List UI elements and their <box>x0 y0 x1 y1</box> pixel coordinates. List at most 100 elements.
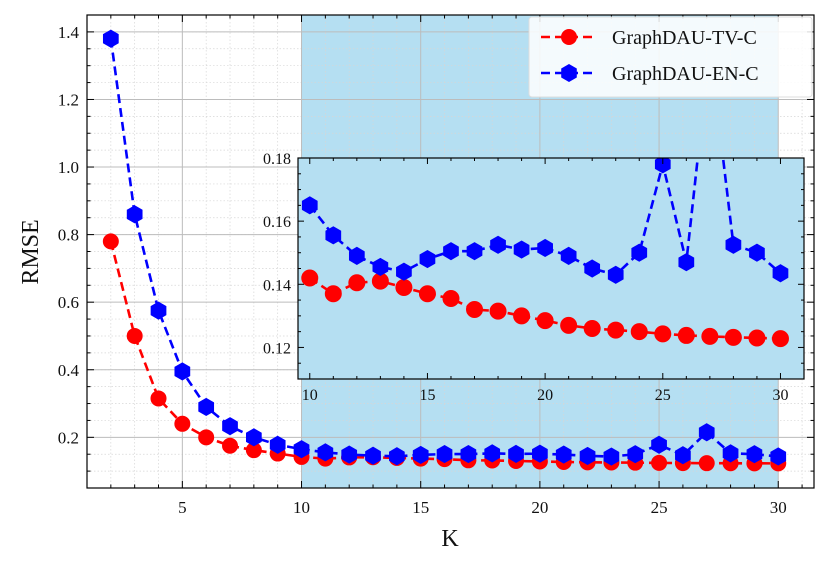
inset-point-en <box>325 226 342 245</box>
legend: GraphDAU-TV-C GraphDAU-EN-C <box>528 16 813 98</box>
point-tv <box>698 455 715 472</box>
inset-point-tv <box>395 278 413 296</box>
inset-point-en <box>348 246 365 265</box>
point-en <box>746 445 763 464</box>
inset-plot: 10 15 20 25 30 0.12 0.14 0.16 0.18 <box>263 151 805 404</box>
x-tick-label: 30 <box>770 498 787 517</box>
point-en <box>484 444 501 463</box>
point-en <box>102 29 119 48</box>
inset-point-tv <box>724 328 742 346</box>
inset-x-tick-label: 10 <box>302 387 318 404</box>
inset-point-en <box>584 259 601 278</box>
point-en <box>269 435 286 454</box>
inset-point-tv <box>466 301 484 319</box>
y-tick-label: 1.0 <box>58 158 79 177</box>
point-en <box>126 205 143 224</box>
inset-point-tv <box>348 274 366 292</box>
point-en <box>317 443 334 462</box>
y-tick-label: 0.6 <box>58 293 79 312</box>
point-en <box>603 447 620 466</box>
inset-point-tv <box>771 330 789 348</box>
legend-label-en: GraphDAU-EN-C <box>612 63 759 85</box>
inset-point-en <box>772 264 789 283</box>
point-en <box>341 445 358 464</box>
inset-point-tv <box>654 325 672 343</box>
point-en <box>293 440 310 459</box>
x-tick-label: 25 <box>651 498 668 517</box>
point-tv <box>651 454 668 471</box>
inset-x-tick-label: 15 <box>419 387 435 404</box>
x-tick-label: 5 <box>178 498 187 517</box>
y-tick-label: 1.2 <box>58 90 79 109</box>
point-en <box>222 417 238 436</box>
y-tick-label: 0.2 <box>58 428 79 447</box>
inset-point-tv <box>513 307 531 325</box>
point-en <box>198 397 215 416</box>
inset-x-tick-label: 25 <box>655 387 671 404</box>
inset-y-tick-label: 0.18 <box>263 151 291 168</box>
point-en <box>532 444 548 463</box>
inset-point-tv <box>677 326 695 344</box>
inset-point-tv <box>301 269 319 287</box>
point-en <box>698 423 715 442</box>
legend-marker-en <box>561 64 577 82</box>
point-tv <box>198 429 215 446</box>
inset-point-en <box>654 158 671 174</box>
inset-series-layer <box>301 158 789 348</box>
inset-y-tick-label: 0.12 <box>263 340 291 357</box>
inset-y-tick-label: 0.16 <box>263 214 291 231</box>
point-tv <box>102 233 119 250</box>
point-en <box>365 446 381 465</box>
inset-point-en <box>560 246 577 265</box>
point-tv <box>174 415 191 432</box>
inset-point-en <box>678 253 695 272</box>
inset-point-en <box>607 265 624 284</box>
point-en <box>460 444 477 464</box>
point-en <box>245 428 262 447</box>
inset-y-tick-label: 0.14 <box>263 277 291 294</box>
inset-point-en <box>396 262 412 281</box>
point-en <box>675 446 691 465</box>
point-en <box>150 301 167 320</box>
y-axis-label: RMSE <box>18 219 44 284</box>
inset-point-en <box>466 242 483 261</box>
point-en <box>555 445 572 464</box>
x-axis-label: K <box>441 526 459 552</box>
point-en <box>722 444 739 463</box>
x-tick-label: 20 <box>531 498 548 517</box>
point-tv <box>222 437 239 454</box>
inset-point-en <box>537 238 553 258</box>
inset-point-en <box>513 240 530 259</box>
point-en <box>389 447 405 466</box>
y-tick-label: 0.8 <box>58 226 79 245</box>
inset-point-en <box>372 257 389 276</box>
y-tick-label: 0.4 <box>58 361 80 380</box>
point-en <box>174 362 191 381</box>
inset-point-en <box>419 249 436 269</box>
inset-point-en <box>725 235 742 254</box>
inset-point-tv <box>489 302 507 320</box>
inset-x-tick-label: 20 <box>537 387 553 404</box>
inset-x-tick-label: 30 <box>772 387 788 404</box>
legend-marker-tv <box>561 29 577 45</box>
inset-point-tv <box>748 329 766 347</box>
inset-point-tv <box>630 323 648 341</box>
x-tick-label: 10 <box>293 498 310 517</box>
point-tv <box>126 327 143 344</box>
inset-point-tv <box>701 327 719 345</box>
point-tv <box>150 390 167 407</box>
inset-point-tv <box>560 316 578 334</box>
inset-point-tv <box>442 289 460 307</box>
y-tick-label: 1.4 <box>58 23 80 42</box>
x-tick-label: 15 <box>412 498 429 517</box>
inset-point-en <box>443 242 459 261</box>
inset-point-en <box>631 243 648 262</box>
main-series-layer <box>102 29 787 472</box>
inset-point-tv <box>418 285 436 303</box>
point-en <box>627 445 644 464</box>
point-en <box>770 447 787 466</box>
inset-point-tv <box>536 312 554 330</box>
point-en <box>436 444 453 464</box>
inset-point-tv <box>324 285 342 303</box>
